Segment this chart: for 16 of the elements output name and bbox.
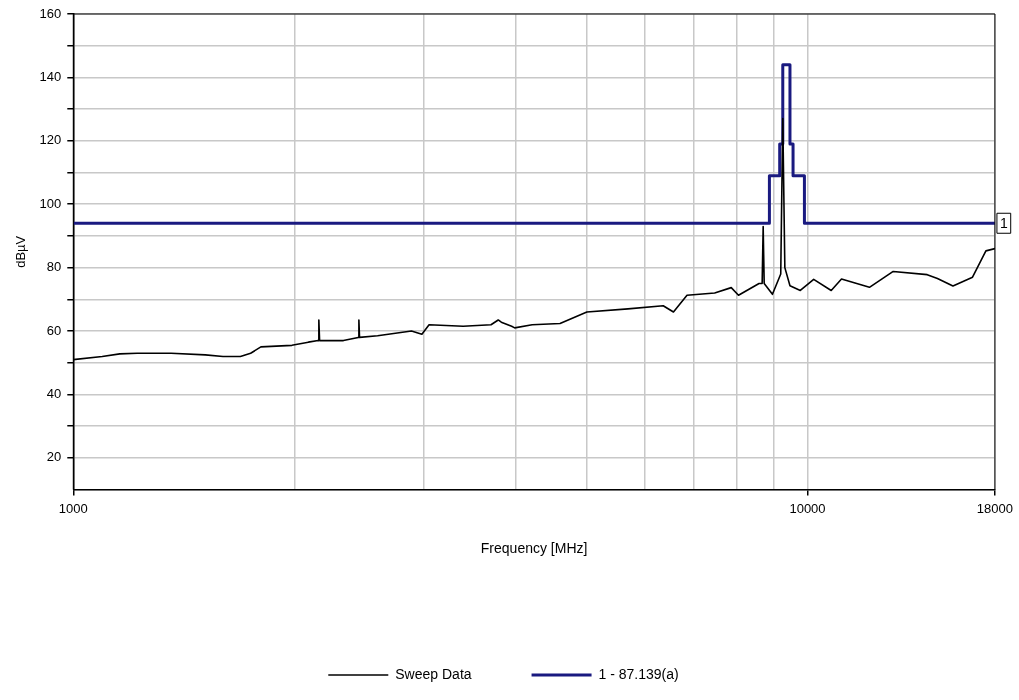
y-tick-label: 40 bbox=[46, 386, 62, 402]
y-axis-title: dBµV bbox=[13, 235, 29, 268]
y-tick-label: 60 bbox=[46, 322, 62, 338]
x-tick-label: 18000 bbox=[976, 500, 1013, 516]
y-tick-label: 20 bbox=[46, 449, 62, 465]
y-tick-label: 140 bbox=[39, 68, 62, 84]
annotation: 1 bbox=[999, 215, 1008, 232]
y-tick-label: 160 bbox=[39, 5, 62, 21]
y-tick-label: 120 bbox=[39, 132, 62, 148]
legend-label: 1 - 87.139(a) bbox=[598, 665, 679, 682]
x-tick-label: 1000 bbox=[58, 500, 88, 516]
legend-label: Sweep Data bbox=[395, 665, 472, 682]
y-tick-label: 80 bbox=[46, 259, 62, 275]
x-axis-title: Frequency [MHz] bbox=[480, 540, 588, 557]
x-tick-label: 10000 bbox=[789, 500, 826, 516]
y-tick-label: 100 bbox=[39, 195, 62, 211]
